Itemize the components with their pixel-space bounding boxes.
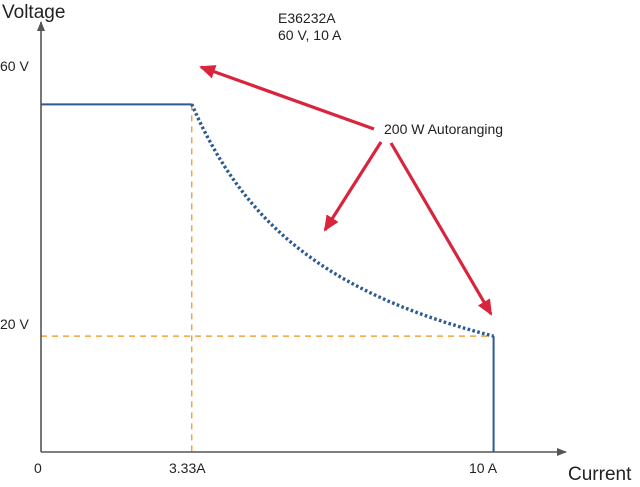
annotation-arrow-1: [199, 65, 375, 131]
annotation-arrow-3: [389, 142, 493, 316]
y-axis-title: Voltage: [2, 2, 66, 23]
y-tick-60: 60 V: [0, 58, 29, 74]
y-tick-20: 20 V: [0, 316, 29, 332]
reference-lines: [41, 104, 494, 452]
x-tick-0: 0: [34, 460, 42, 476]
model-rating: 60 V, 10 A: [278, 27, 342, 43]
x-tick-3-33: 3.33A: [169, 460, 206, 476]
annotation-arrows: [199, 65, 493, 316]
axes: [37, 21, 567, 456]
x-tick-10: 10 A: [469, 460, 498, 476]
annotation-arrow-2: [323, 141, 383, 232]
model-name: E36232A: [278, 10, 336, 26]
x-axis-title: Current: [568, 464, 632, 485]
series: [41, 103, 495, 452]
model-block: E36232A 60 V, 10 A: [278, 10, 341, 44]
constant-power-curve: [190, 103, 494, 338]
annotation-label: 200 W Autoranging: [384, 121, 504, 137]
